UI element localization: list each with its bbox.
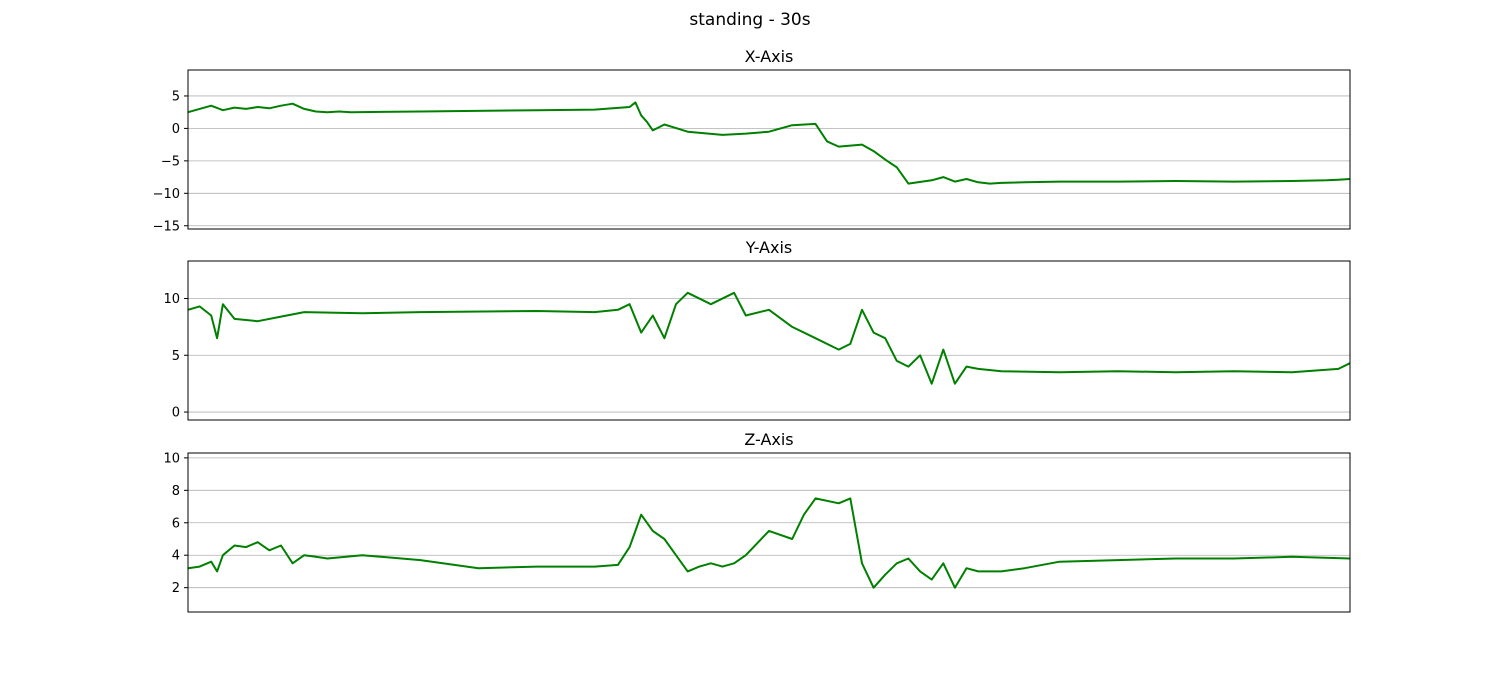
z-axis-tick-label: 6: [172, 516, 180, 531]
z-axis-panel: Z-Axis 10 8 6 4 2: [163, 430, 1351, 613]
x-axis-tick-label: −15: [153, 219, 180, 234]
y-axis-tick-label: 0: [172, 406, 180, 421]
x-axis-panel: X-Axis 5 0 −5 −10 −15: [153, 47, 1351, 234]
x-axis-series-line: [187, 101, 1351, 185]
z-axis-plot-frame: [187, 452, 1351, 613]
z-axis-tick-label: 2: [172, 581, 180, 596]
x-axis-plot-area: 5 0 −5 −10 −15: [153, 69, 1351, 234]
x-axis-tick-label: 0: [172, 122, 180, 137]
x-axis-panel-title: X-Axis: [745, 47, 794, 66]
y-axis-tick-label: 5: [172, 349, 180, 364]
y-axis-series-line: [187, 291, 1351, 385]
figure-title: standing - 30s: [689, 10, 811, 30]
y-axis-panel-title: Y-Axis: [745, 238, 793, 257]
y-axis-tick-label: 10: [163, 292, 180, 307]
z-axis-tick-label: 4: [172, 549, 180, 564]
z-axis-tick-label: 8: [172, 484, 180, 499]
x-axis-tick-label: −5: [161, 154, 180, 169]
x-axis-tick-label: −10: [153, 187, 180, 202]
y-axis-panel: Y-Axis 10 5 0: [163, 238, 1351, 421]
y-axis-plot-frame: [187, 260, 1351, 421]
z-axis-tick-label: 10: [163, 451, 180, 466]
z-axis-plot-area: 10 8 6 4 2: [163, 451, 1351, 613]
x-axis-plot-frame: [187, 69, 1351, 230]
z-axis-series-line: [187, 497, 1351, 589]
x-axis-tick-label: 5: [172, 89, 180, 104]
z-axis-panel-title: Z-Axis: [744, 430, 793, 449]
y-axis-plot-area: 10 5 0: [163, 260, 1351, 421]
